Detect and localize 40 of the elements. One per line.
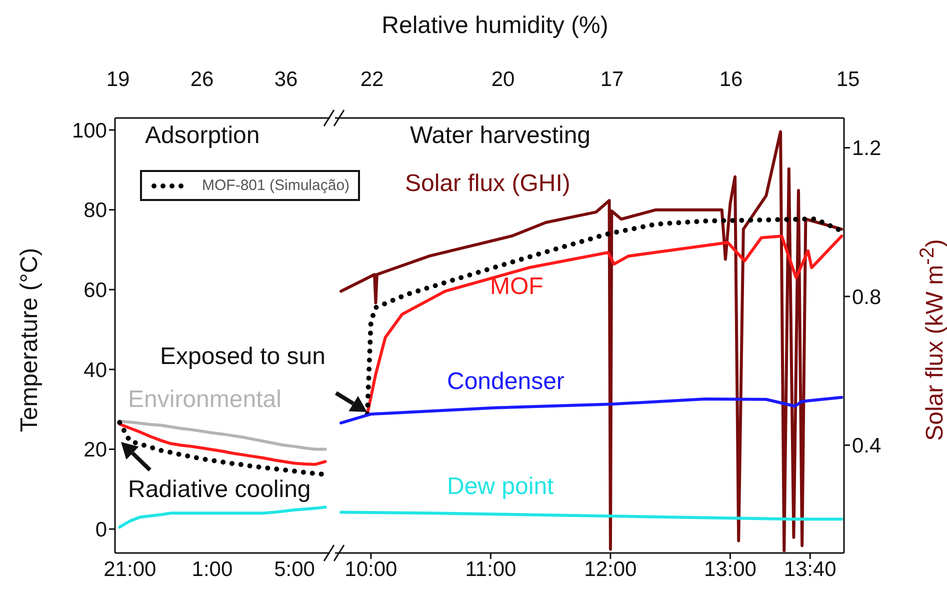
- x-tick-label: 10:00: [344, 558, 398, 581]
- x-tick-label: 1:00: [192, 558, 233, 581]
- series-label: Solar flux (GHI): [405, 170, 570, 198]
- text: 22: [360, 68, 384, 92]
- y-tick-label: 40: [84, 358, 107, 382]
- y-tick-label: 100: [72, 119, 107, 142]
- text: 16: [719, 68, 743, 92]
- x-tick-label: 21:00: [104, 558, 156, 581]
- text: 17: [600, 68, 624, 92]
- y2-tick-label: 0.8: [852, 286, 882, 309]
- y-axis-title: Temperature (°C): [16, 248, 44, 432]
- y-tick-label: 80: [84, 199, 107, 222]
- annotation: Exposed to sun: [160, 343, 326, 371]
- x2-axis-title: Relative humidity (%): [382, 12, 608, 40]
- x-tick-label: 13:00: [704, 558, 757, 581]
- text: 26: [190, 68, 214, 92]
- line-series: [118, 506, 327, 529]
- y2-tick-label: 1.2: [852, 137, 882, 160]
- y2-tick-label: 0.4: [852, 434, 882, 458]
- text: 20: [491, 68, 515, 92]
- y-tick-label: 60: [84, 279, 107, 302]
- x-tick-label: 11:00: [465, 558, 516, 581]
- line-series: [118, 422, 327, 466]
- legend-label: MOF-801 (Simulação): [202, 177, 350, 194]
- series-label: Condenser: [447, 368, 564, 396]
- series-label: Environmental: [128, 386, 282, 414]
- text: 36: [274, 68, 298, 92]
- line-series: [118, 420, 327, 451]
- annotation: Water harvesting: [410, 122, 591, 150]
- text: 15: [836, 68, 860, 92]
- series-label: Dew point: [447, 473, 554, 501]
- series-label: MOF: [490, 273, 544, 301]
- x-tick-label: 13:40: [784, 558, 836, 581]
- x-tick-label: 12:00: [584, 558, 637, 581]
- text: 19: [106, 68, 130, 92]
- annotation: Radiative cooling: [128, 476, 311, 504]
- x-tick-label: 5:00: [274, 558, 315, 581]
- y-tick-label: 0: [95, 518, 107, 542]
- annotation: Adsorption: [145, 122, 260, 150]
- y-tick-label: 20: [84, 438, 107, 462]
